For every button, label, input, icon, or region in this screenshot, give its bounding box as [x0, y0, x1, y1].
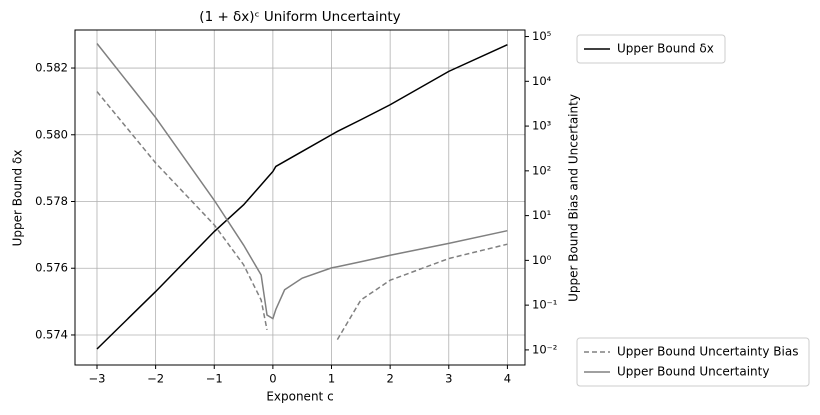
x-tick-label: 3 — [445, 372, 452, 386]
x-tick-label: 1 — [328, 372, 335, 386]
y2-tick-label: 10⁰ — [532, 253, 552, 267]
chart-title: (1 + δx)ᶜ Uniform Uncertainty — [199, 9, 400, 25]
y2-tick-label: 10² — [532, 163, 551, 177]
legend-label: Upper Bound Uncertainty — [617, 365, 769, 379]
plot-frame — [74, 29, 526, 366]
legend-box — [576, 337, 810, 387]
y-tick-label: 0.580 — [35, 127, 68, 141]
x-axis-label: Exponent c — [266, 390, 333, 404]
y-axis-label: Upper Bound δx — [11, 150, 25, 247]
y2-tick-label: 10⁵ — [532, 29, 552, 43]
y-tick-label: 0.582 — [35, 61, 68, 75]
series-line — [96, 43, 508, 320]
x-tick-label: 0 — [269, 372, 276, 386]
x-tick-label: −2 — [147, 372, 164, 386]
series-line — [96, 43, 508, 350]
legend-label: Upper Bound δx — [617, 42, 714, 56]
x-tick-label: −3 — [89, 372, 106, 386]
legend-box — [576, 34, 726, 64]
plot-area — [96, 43, 508, 350]
y-tick-label: 0.574 — [35, 327, 68, 341]
y2-tick-label: 10⁻² — [532, 342, 557, 356]
x-tick-label: 4 — [504, 372, 511, 386]
legend-label: Upper Bound Uncertainty Bias — [617, 345, 798, 359]
x-tick-label: 2 — [386, 372, 393, 386]
y2-tick-label: 10⁴ — [532, 74, 552, 88]
y2-tick-label: 10¹ — [532, 208, 551, 222]
y2-tick-label: 10⁻¹ — [532, 298, 557, 312]
series-line — [96, 91, 508, 340]
x-tick-label: −1 — [206, 372, 223, 386]
y2-tick-label: 10³ — [532, 119, 552, 133]
y2-axis-label: Upper Bound Bias and Uncertainty — [567, 94, 581, 302]
y-tick-label: 0.578 — [35, 194, 68, 208]
y-tick-label: 0.576 — [35, 261, 68, 275]
